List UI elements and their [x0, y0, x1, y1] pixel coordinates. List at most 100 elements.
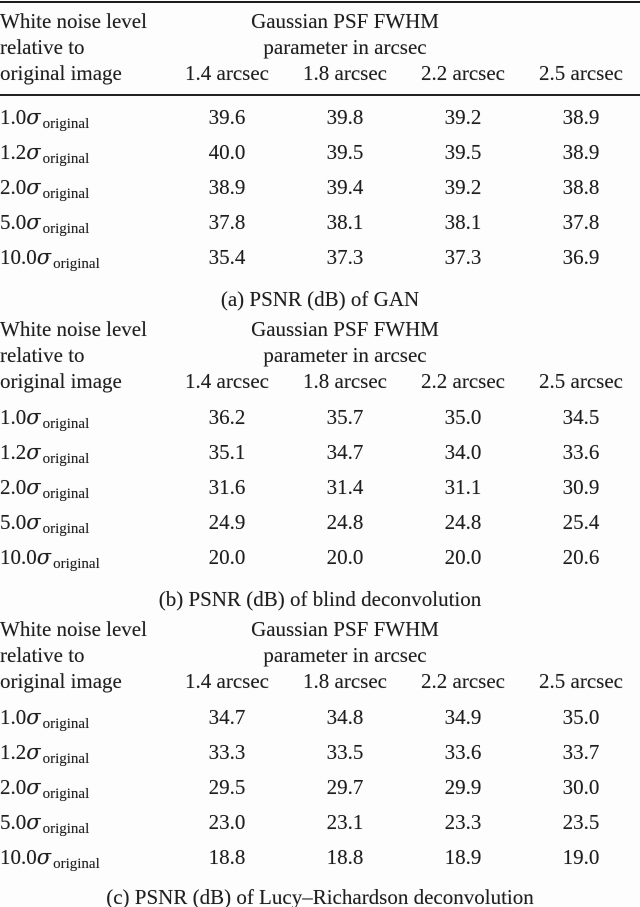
- noise-level-value: 1.2: [0, 740, 27, 764]
- header-left-line: original image: [0, 369, 122, 393]
- sigma-symbol: σ: [26, 510, 41, 534]
- table-caption-a: (a) PSNR (dB) of GAN: [220, 287, 420, 311]
- table-c-header: White noise level Gaussian PSF FWHM rela…: [0, 616, 640, 694]
- sigma-subscript: original: [42, 786, 90, 802]
- cell-value: 39.5: [444, 140, 482, 164]
- noise-level-value: 1.2: [0, 440, 27, 464]
- cell-value: 36.2: [208, 405, 246, 429]
- header-spacer: [522, 8, 640, 34]
- row-label: 10.0σ original: [0, 243, 168, 278]
- noise-level-value: 5.0: [0, 210, 27, 234]
- row-label: 5.0σ original: [0, 508, 168, 543]
- header-group-line: Gaussian PSF FWHM: [251, 9, 439, 33]
- header-group-line: parameter in arcsec: [263, 343, 427, 367]
- sigma-subscript: original: [42, 116, 90, 132]
- sigma-symbol: σ: [26, 175, 41, 199]
- table-row: 10.0σ original 20.0 20.0 20.0 20.6: [0, 543, 640, 578]
- cell-value: 23.5: [562, 810, 600, 834]
- table-a: White noise level Gaussian PSF FWHM rela…: [0, 3, 640, 312]
- header-left-line: relative to: [0, 643, 85, 667]
- cell-value: 24.9: [208, 510, 246, 534]
- sigma-subscript: original: [42, 486, 90, 502]
- table-a-body: 1.0σ original 39.6 39.8 39.2 38.9 1.2σ ori…: [0, 96, 640, 278]
- cell-value: 34.0: [444, 440, 482, 464]
- cell-value: 37.3: [444, 245, 482, 269]
- header-columns-row: original image 1.4 arcsec 1.8 arcsec 2.2…: [0, 60, 640, 86]
- column-header: 2.2 arcsec: [421, 61, 505, 85]
- header-left-line: original image: [0, 669, 122, 693]
- noise-level-value: 10.0: [0, 845, 37, 869]
- cell-value: 38.9: [208, 175, 246, 199]
- cell-value: 20.6: [562, 545, 600, 569]
- sigma-symbol: σ: [26, 140, 41, 164]
- sigma-subscript: original: [53, 556, 100, 572]
- sigma-symbol: σ: [26, 210, 41, 234]
- row-label: 10.0σ original: [0, 843, 168, 878]
- noise-level-value: 1.0: [0, 405, 27, 429]
- sigma-symbol: σ: [36, 545, 52, 569]
- cell-value: 30.0: [562, 775, 600, 799]
- header-spacer: [522, 642, 640, 668]
- column-header: 1.8 arcsec: [303, 369, 387, 393]
- noise-level-value: 2.0: [0, 475, 27, 499]
- header-group-line: Gaussian PSF FWHM: [251, 617, 439, 641]
- cell-value: 35.0: [562, 705, 600, 729]
- table-row: 2.0σ original 29.5 29.7 29.9 30.0: [0, 773, 640, 808]
- cell-value: 20.0: [444, 545, 482, 569]
- table-row: 1.2σ original 33.3 33.5 33.6 33.7: [0, 738, 640, 773]
- column-header: 2.5 arcsec: [539, 61, 623, 85]
- cell-value: 39.4: [326, 175, 364, 199]
- cell-value: 23.1: [326, 810, 364, 834]
- cell-value: 35.7: [326, 405, 364, 429]
- cell-value: 19.0: [562, 845, 600, 869]
- sigma-subscript: original: [42, 751, 90, 767]
- cell-value: 34.7: [208, 705, 246, 729]
- cell-value: 38.1: [444, 210, 482, 234]
- row-label: 2.0σ original: [0, 773, 168, 808]
- row-label: 2.0σ original: [0, 173, 168, 208]
- column-header: 1.8 arcsec: [303, 669, 387, 693]
- cell-value: 29.5: [208, 775, 246, 799]
- table-row: 1.0σ original 39.6 39.8 39.2 38.9: [0, 103, 640, 138]
- noise-level-value: 2.0: [0, 175, 27, 199]
- header-columns-row: original image 1.4 arcsec 1.8 arcsec 2.2…: [0, 668, 640, 694]
- table-row: 1.2σ original 35.1 34.7 34.0 33.6: [0, 438, 640, 473]
- header-spacer: [522, 616, 640, 642]
- row-label: 5.0σ original: [0, 808, 168, 843]
- cell-value: 34.8: [326, 705, 364, 729]
- cell-value: 40.0: [208, 140, 246, 164]
- cell-value: 18.9: [444, 845, 482, 869]
- cell-value: 34.9: [444, 705, 482, 729]
- header-left-line: White noise level: [0, 617, 147, 641]
- sigma-symbol: σ: [26, 440, 41, 464]
- table-b-header: White noise level Gaussian PSF FWHM rela…: [0, 316, 640, 394]
- noise-level-value: 2.0: [0, 775, 27, 799]
- header-left-line: original image: [0, 61, 122, 85]
- table-row: 5.0σ original 37.8 38.1 38.1 37.8: [0, 208, 640, 243]
- cell-value: 35.1: [208, 440, 246, 464]
- header-left-line: White noise level: [0, 9, 147, 33]
- cell-value: 38.1: [326, 210, 364, 234]
- cell-value: 38.9: [562, 140, 600, 164]
- header-row: White noise level Gaussian PSF FWHM: [0, 8, 640, 34]
- table-row: 5.0σ original 24.9 24.8 24.8 25.4: [0, 508, 640, 543]
- sigma-subscript: original: [53, 856, 100, 872]
- column-header: 1.8 arcsec: [303, 61, 387, 85]
- cell-value: 39.2: [444, 175, 482, 199]
- noise-level-value: 10.0: [0, 545, 37, 569]
- cell-value: 37.8: [208, 210, 246, 234]
- table-row: 1.0σ original 36.2 35.7 35.0 34.5: [0, 403, 640, 438]
- sigma-symbol: σ: [26, 105, 41, 129]
- noise-level-value: 10.0: [0, 245, 37, 269]
- column-header: 2.2 arcsec: [421, 669, 505, 693]
- row-label: 10.0σ original: [0, 543, 168, 578]
- row-label: 1.0σ original: [0, 703, 168, 738]
- sigma-symbol: σ: [26, 740, 41, 764]
- cell-value: 20.0: [326, 545, 364, 569]
- column-header: 2.2 arcsec: [421, 369, 505, 393]
- column-header: 1.4 arcsec: [185, 369, 269, 393]
- cell-value: 23.0: [208, 810, 246, 834]
- sigma-symbol: σ: [26, 405, 41, 429]
- header-spacer: [522, 316, 640, 342]
- table-row: 5.0σ original 23.0 23.1 23.3 23.5: [0, 808, 640, 843]
